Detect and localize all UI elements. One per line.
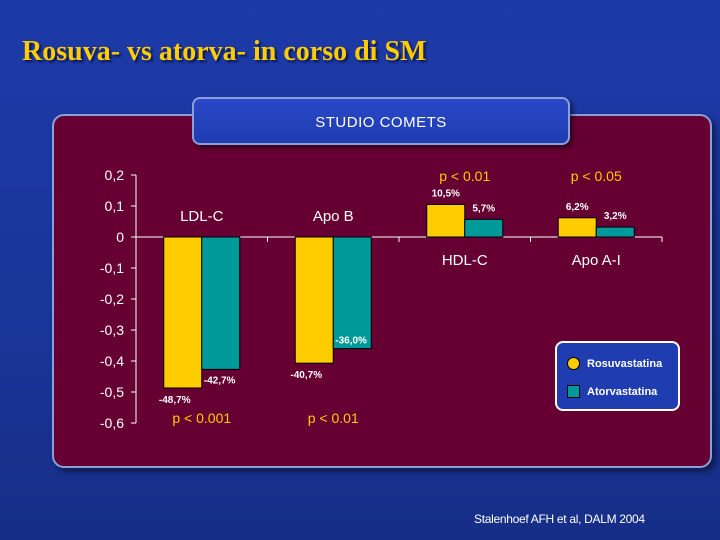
bar-atorvastatina-2	[464, 218, 504, 238]
slide-title: Rosuva- vs atorva- in corso di SM	[22, 36, 427, 67]
y-tick-label: -0,5	[100, 384, 124, 400]
p-value-label: p < 0.01	[308, 410, 359, 426]
bar-atorvastatina-1	[332, 236, 372, 350]
y-tick-label: -0,6	[100, 415, 124, 431]
bar-rosuvastatina-1	[294, 236, 334, 364]
p-value-label: p < 0.001	[172, 410, 231, 426]
category-label: Apo B	[313, 208, 354, 225]
y-tick-label: 0,2	[105, 167, 125, 183]
p-value-label: p < 0.01	[439, 168, 490, 184]
category-label: HDL-C	[442, 252, 488, 269]
category-label: Apo A-I	[572, 252, 621, 269]
data-label-rosuvastatina-1: -40,7%	[290, 370, 322, 381]
data-label-atorvastatina-2: 5,7%	[472, 203, 495, 214]
data-label-atorvastatina-0: -42,7%	[204, 375, 236, 386]
category-label: LDL-C	[180, 208, 224, 225]
data-label-atorvastatina-3: 3,2%	[604, 211, 627, 222]
legend-swatch-atorvastatina	[567, 385, 580, 398]
bar-atorvastatina-0	[201, 236, 241, 370]
bar-rosuvastatina-0	[163, 236, 203, 389]
data-label-rosuvastatina-2: 10,5%	[432, 188, 460, 199]
p-value-label: p < 0.05	[571, 168, 622, 184]
y-tick-label: -0,2	[100, 291, 124, 307]
legend-swatch-rosuvastatina	[567, 357, 580, 370]
data-label-rosuvastatina-3: 6,2%	[566, 202, 589, 213]
study-label: STUDIO COMETS	[192, 97, 570, 145]
citation-footnote: Stalenhoef AFH et al, DALM 2004	[474, 512, 645, 526]
data-label-rosuvastatina-0: -48,7%	[159, 395, 191, 406]
legend: Rosuvastatina Atorvastatina	[555, 341, 680, 411]
bar-rosuvastatina-2	[426, 203, 466, 238]
data-label-atorvastatina-1: -36,0%	[335, 336, 367, 347]
y-tick-label: 0	[116, 229, 124, 245]
y-tick-label: -0,1	[100, 260, 124, 276]
legend-label-rosuvastatina: Rosuvastatina	[587, 357, 663, 370]
y-tick-label: 0,1	[105, 198, 125, 214]
legend-label-atorvastatina: Atorvastatina	[587, 385, 658, 398]
y-tick-label: -0,4	[100, 353, 124, 369]
legend-item-rosuvastatina: Rosuvastatina	[567, 357, 662, 370]
legend-item-atorvastatina: Atorvastatina	[567, 385, 657, 398]
bar-rosuvastatina-3	[557, 217, 597, 238]
bar-atorvastatina-3	[595, 226, 635, 238]
y-tick-label: -0,3	[100, 322, 124, 338]
